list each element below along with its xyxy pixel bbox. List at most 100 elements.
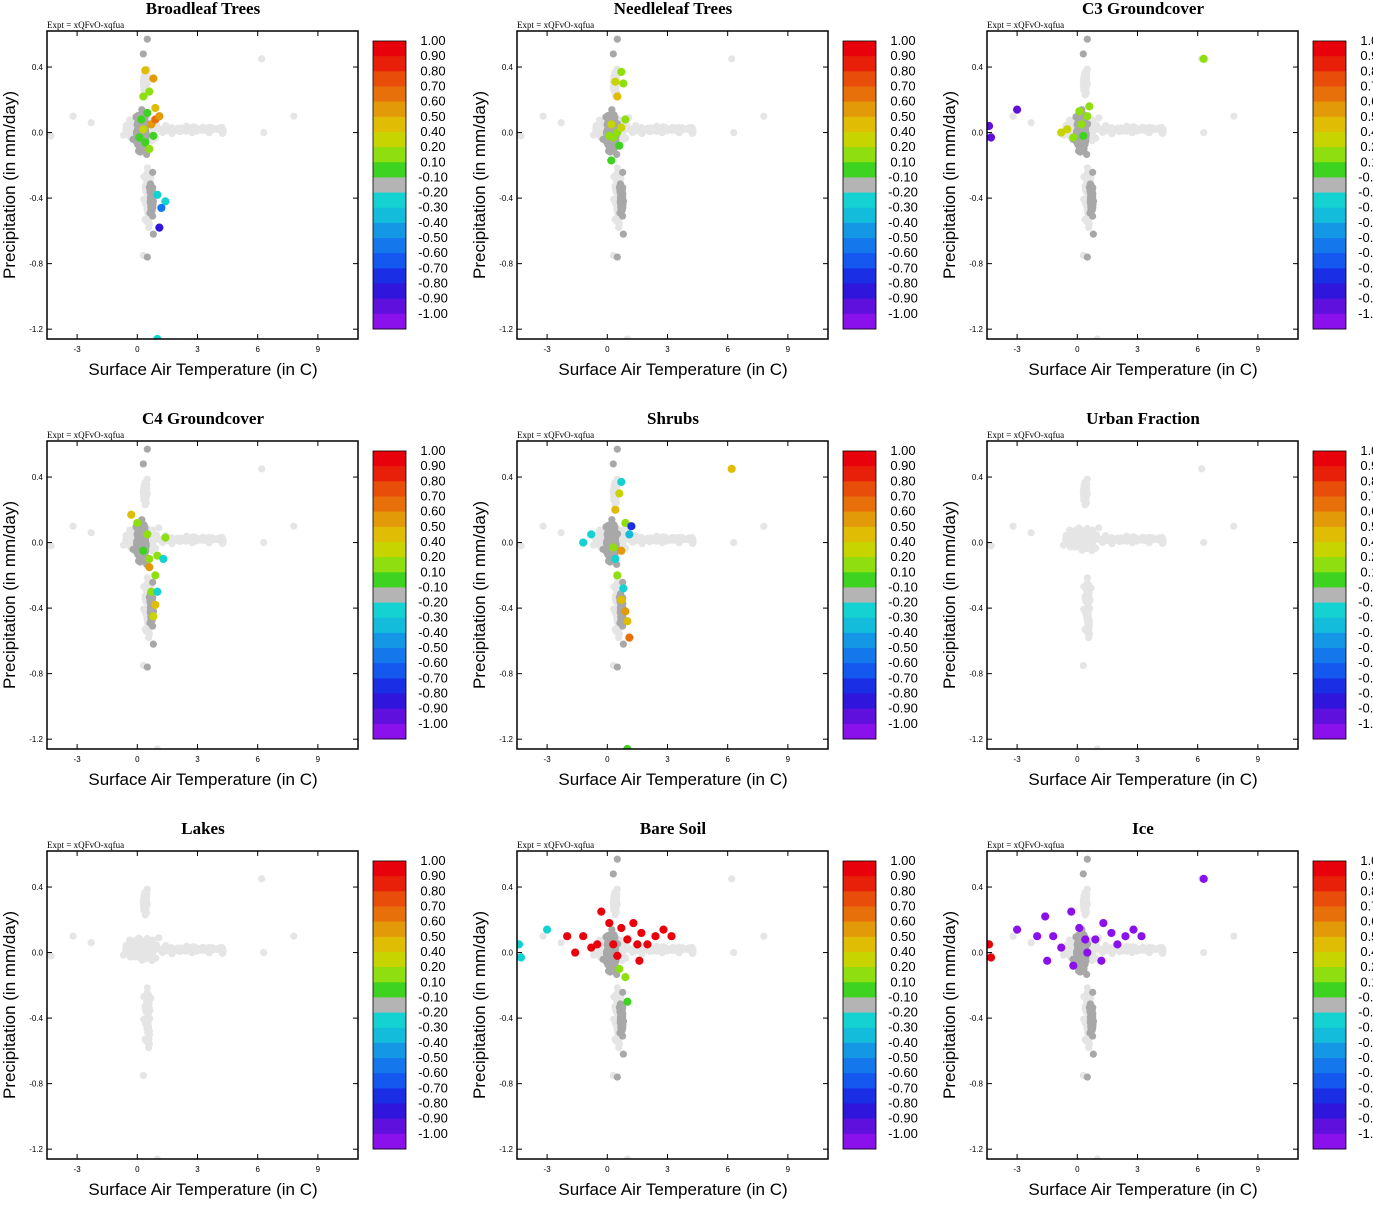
zero-value-point: [1086, 184, 1093, 191]
plot-area: [517, 446, 767, 753]
colorbar-label: -0.20: [1358, 185, 1373, 200]
colorbar-swatch: [1313, 512, 1346, 528]
data-point: [1013, 106, 1020, 113]
background-point: [151, 545, 158, 552]
background-point: [120, 542, 127, 549]
zero-value-point: [144, 663, 151, 670]
zero-value-point: [1090, 231, 1097, 238]
colorbar-label: 0.80: [890, 473, 915, 488]
background-point: [730, 129, 737, 136]
colorbar-label: 0.90: [1360, 458, 1373, 473]
data-point: [158, 204, 165, 211]
x-tick-label: 9: [316, 1165, 321, 1174]
x-tick-label: -3: [544, 755, 552, 764]
colorbar-swatch: [1313, 193, 1346, 209]
background-point: [260, 129, 267, 136]
background-point: [126, 948, 133, 955]
colorbar-swatch: [843, 41, 876, 57]
colorbar-label: -0.90: [1358, 701, 1373, 716]
colorbar-swatch: [373, 496, 406, 512]
background-point: [141, 79, 148, 86]
colorbar-swatch: [843, 253, 876, 269]
colorbar-swatch: [843, 724, 876, 740]
colorbar-swatch: [373, 466, 406, 482]
colorbar-swatch: [373, 982, 406, 998]
x-axis-label: Surface Air Temperature (in C): [88, 770, 317, 789]
expt-label: Expt = xQFvO-xqfua: [517, 840, 594, 850]
colorbar-swatch: [373, 709, 406, 725]
colorbar-swatch: [373, 451, 406, 467]
background-point: [141, 489, 148, 496]
colorbar-label: -0.60: [418, 655, 448, 670]
background-point: [1083, 597, 1090, 604]
colorbar-swatch: [373, 906, 406, 922]
colorbar-swatch: [373, 542, 406, 558]
colorbar-label: -1.00: [1358, 716, 1373, 731]
colorbar-swatch: [373, 1058, 406, 1074]
zero-value-point: [609, 143, 616, 150]
y-tick-label: -1.2: [499, 735, 513, 744]
colorbar-swatch: [373, 724, 406, 740]
colorbar-label: 1.00: [1360, 443, 1373, 458]
data-point: [136, 134, 143, 141]
background-point: [1159, 535, 1166, 542]
background-point: [1230, 523, 1237, 530]
zero-value-point: [1084, 253, 1091, 260]
zero-value-point: [614, 253, 621, 260]
y-tick-label: 0.4: [32, 63, 44, 72]
colorbar-swatch: [843, 678, 876, 694]
colorbar-label: -0.20: [888, 595, 918, 610]
y-tick-label: 0.0: [972, 129, 984, 138]
data-point: [624, 618, 631, 625]
background-point: [1080, 538, 1087, 545]
colorbar-label: 0.50: [890, 519, 915, 534]
background-point: [260, 949, 267, 956]
data-point: [150, 613, 157, 620]
colorbar-label: 0.50: [420, 519, 445, 534]
data-point: [618, 547, 625, 554]
background-point: [1084, 614, 1091, 621]
colorbar-label: -0.70: [418, 1080, 448, 1095]
colorbar-swatch: [1313, 451, 1346, 467]
data-point: [1058, 129, 1065, 136]
colorbar-label: 1.00: [420, 853, 445, 868]
background-point: [1028, 529, 1035, 536]
colorbar-label: 1.00: [420, 443, 445, 458]
y-tick-label: -1.2: [29, 735, 43, 744]
x-tick-label: 3: [665, 755, 670, 764]
colorbar-swatch: [373, 618, 406, 634]
colorbar-label: -0.30: [1358, 200, 1373, 215]
background-point: [136, 936, 143, 943]
data-point: [628, 523, 635, 530]
colorbar-swatch: [1313, 299, 1346, 315]
colorbar-label: -0.60: [888, 245, 918, 260]
colorbar-label: 0.20: [420, 139, 445, 154]
colorbar-swatch: [373, 1013, 406, 1029]
colorbar-swatch: [1313, 663, 1346, 679]
colorbar-label: -0.80: [1358, 686, 1373, 701]
background-point: [140, 1072, 147, 1079]
colorbar-label: -0.60: [418, 1065, 448, 1080]
data-point: [128, 511, 135, 518]
colorbar-label: -0.30: [418, 200, 448, 215]
data-point: [152, 104, 159, 111]
background-point: [760, 523, 767, 530]
background-point: [539, 113, 546, 120]
zero-value-point: [1080, 50, 1087, 57]
colorbar-swatch: [1313, 223, 1346, 239]
x-tick-label: 0: [1075, 345, 1080, 354]
data-point: [1084, 113, 1091, 120]
colorbar-label: -0.90: [888, 701, 918, 716]
background-point: [164, 945, 171, 952]
x-tick-label: 0: [605, 755, 610, 764]
data-point: [580, 539, 587, 546]
colorbar-swatch: [373, 557, 406, 573]
colorbar-swatch: [373, 253, 406, 269]
